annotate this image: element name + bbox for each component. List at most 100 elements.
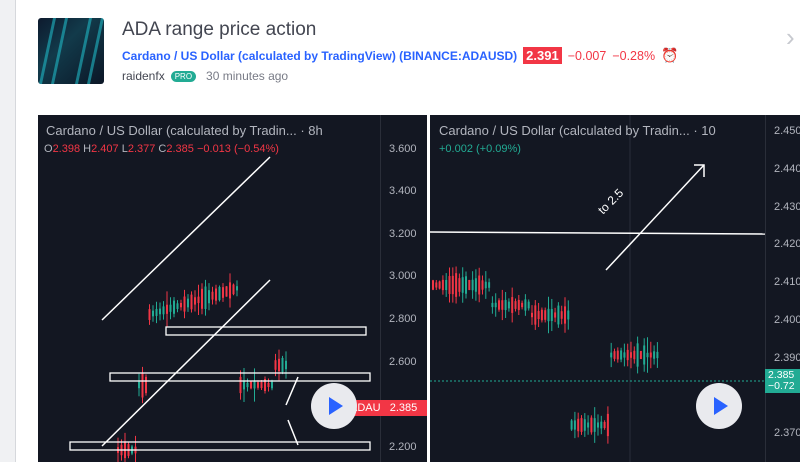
alarm-clock-icon[interactable]: ⏰ <box>661 47 679 63</box>
chart-right-canvas <box>430 115 766 462</box>
candle-body <box>507 301 510 309</box>
trendline-upper <box>101 156 271 321</box>
h-label: H <box>83 143 92 155</box>
candle-body <box>445 279 448 291</box>
candle-body <box>271 381 273 389</box>
candle-body <box>257 382 259 388</box>
tick: 3.000 <box>389 270 417 282</box>
symbol-row: Cardano / US Dollar (calculated by Tradi… <box>122 47 679 64</box>
candle-body <box>573 420 576 430</box>
candle-body <box>162 306 165 315</box>
page-left-strip <box>0 0 16 462</box>
arrow-up-shaft <box>285 376 299 406</box>
candle-body <box>577 418 580 432</box>
candle-body <box>639 350 642 360</box>
tick: 2.430 <box>774 201 800 213</box>
candle-body <box>636 343 639 367</box>
symbol-link[interactable]: Cardano / US Dollar (calculated by Tradi… <box>122 48 518 63</box>
candle-body <box>222 287 224 298</box>
chart-right-interval: · 10 <box>693 123 716 138</box>
last-price: 2.385 <box>768 369 795 381</box>
candle-body <box>208 290 210 304</box>
chevron-right-icon[interactable]: › <box>786 22 795 52</box>
author-row: raidenfx PRO 30 minutes ago <box>122 69 288 83</box>
candle-body <box>166 304 168 314</box>
candle-body <box>580 418 583 432</box>
candle-body <box>488 282 491 288</box>
play-button[interactable] <box>311 383 357 429</box>
candle-body <box>187 298 189 308</box>
candle-body <box>441 279 444 291</box>
tick: 3.600 <box>389 143 417 155</box>
tick: 3.400 <box>389 185 417 197</box>
candle-body <box>514 301 517 309</box>
candle-body <box>455 273 458 297</box>
candle-body <box>481 280 484 290</box>
chart-right-symbol: Cardano / US Dollar (calculated by Tradi… <box>439 123 690 138</box>
chart-left[interactable]: Cardano / US Dollar (calculated by Tradi… <box>38 115 427 462</box>
chart-right[interactable]: Cardano / US Dollar (calculated by Tradi… <box>430 115 800 462</box>
candle-body <box>218 286 221 301</box>
candle-body <box>173 300 175 314</box>
tick: 3.200 <box>389 228 417 240</box>
candle-body <box>236 286 238 291</box>
candle-body <box>521 302 524 308</box>
candle-body <box>432 280 434 290</box>
price-axis-right[interactable]: 2.450 2.440 2.430 2.420 2.410 2.400 2.39… <box>765 115 800 462</box>
candle-body <box>474 278 477 292</box>
candle-body <box>250 381 252 389</box>
candle-body <box>557 305 560 325</box>
candle-body <box>183 296 186 312</box>
author-avatar[interactable] <box>38 18 104 84</box>
candle-body <box>194 297 196 305</box>
chart-right-title: Cardano / US Dollar (calculated by Tradi… <box>439 123 716 138</box>
candle-body <box>491 302 494 308</box>
candle-body <box>544 310 547 320</box>
target-arrow-head <box>694 164 705 177</box>
symbol-change-pct: −0.28% <box>612 48 656 63</box>
range-box <box>69 441 371 451</box>
symbol-change: −0.007 <box>567 48 607 63</box>
candle-body <box>152 310 154 317</box>
l-label: L <box>121 143 128 155</box>
candle-body <box>141 372 144 398</box>
candle-body <box>583 419 586 431</box>
candle-body <box>435 282 438 288</box>
candle-body <box>260 381 263 389</box>
candle-body <box>620 350 623 360</box>
candle-body <box>458 278 461 292</box>
candle-body <box>484 281 487 289</box>
chart-left-symbol: Cardano / US Dollar (calculated by Tradi… <box>46 123 297 138</box>
candle-body <box>534 305 537 325</box>
play-button[interactable] <box>696 383 742 429</box>
candle-body <box>465 276 467 294</box>
candle-body <box>448 276 451 294</box>
trendline-lower <box>101 279 271 447</box>
candle-body <box>253 381 256 389</box>
candle-body <box>540 309 543 321</box>
candle-body <box>155 308 158 316</box>
chart-left-canvas <box>69 156 371 462</box>
candle-body <box>531 312 533 318</box>
price-axis-left[interactable]: 3.600 3.400 3.200 3.000 2.800 2.600 2.20… <box>380 115 427 462</box>
candle-body <box>169 304 172 312</box>
candle-body <box>560 311 563 319</box>
candle-body <box>597 422 599 428</box>
candle-body <box>633 350 636 360</box>
candle-body <box>229 282 231 299</box>
candle-body <box>613 351 616 359</box>
range-box <box>109 372 371 382</box>
candle-body <box>274 360 277 370</box>
candle-body <box>159 308 161 315</box>
tick: 2.410 <box>774 276 800 288</box>
candle-body <box>438 281 441 289</box>
candle-body <box>239 376 242 394</box>
candle-body <box>138 381 140 389</box>
author-name[interactable]: raidenfx <box>122 69 165 83</box>
candle-body <box>501 300 504 310</box>
candle-body <box>567 310 570 320</box>
play-icon <box>329 397 343 415</box>
chart-left-ohlc: O2.398 H2.407 L2.377 C2.385 −0.013 (−0.5… <box>44 143 279 155</box>
o-label: O <box>44 143 53 155</box>
candle-body <box>461 277 464 293</box>
